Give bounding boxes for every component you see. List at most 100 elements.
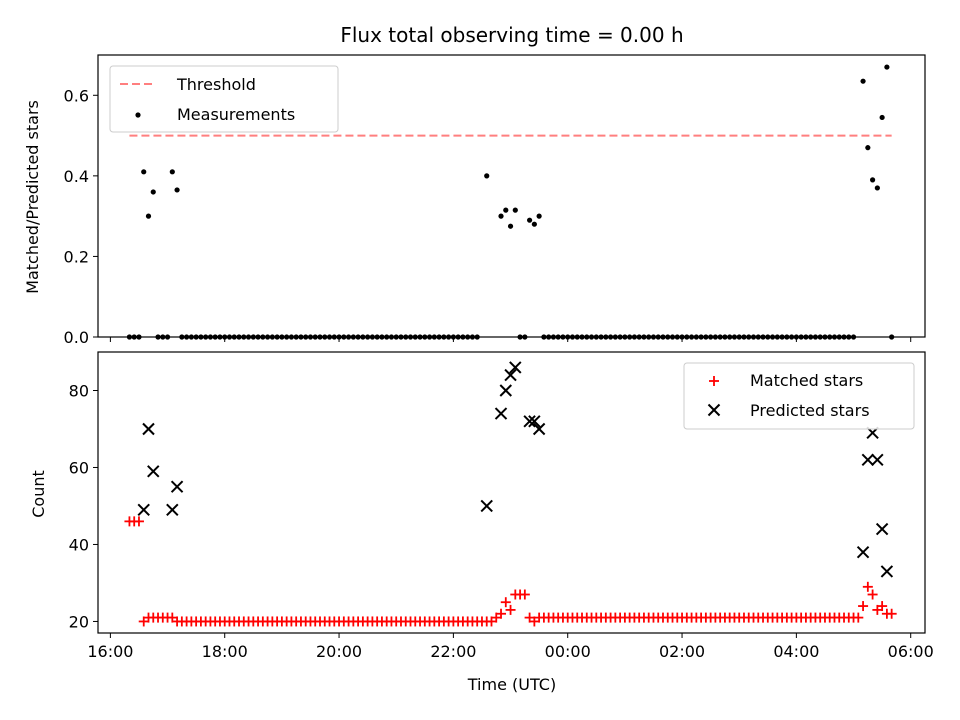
measurement-point [226, 334, 233, 340]
measurement-point [317, 334, 323, 340]
measurement-point [145, 213, 152, 219]
measurement-point [241, 334, 247, 340]
measurement-point [750, 334, 757, 340]
measurement-point [388, 334, 395, 340]
measurement-point [765, 334, 771, 340]
x-b [137, 503, 150, 517]
legend-box [109, 65, 339, 133]
measurement-point [412, 334, 418, 340]
predicted-star-point [861, 453, 875, 466]
x-b [871, 453, 884, 466]
x-b [480, 499, 493, 513]
measurement-point [584, 334, 590, 340]
measurement-point [184, 334, 190, 340]
measurement-point [498, 213, 504, 219]
x-b [528, 415, 541, 428]
y-tick-label: 0.0 [64, 328, 89, 347]
measurement-point [760, 334, 766, 340]
measurement-point [674, 334, 680, 340]
measurement-point [693, 334, 699, 340]
measurement-point [350, 334, 356, 340]
x-b [147, 465, 160, 478]
measurement-point [812, 334, 819, 340]
legend-matched-label: Matched stars [750, 371, 863, 390]
predicted-star-point [532, 422, 546, 436]
measurement-point [688, 334, 695, 340]
measurement-point [507, 223, 514, 229]
measurement-point [669, 334, 676, 340]
measurement-point [679, 334, 685, 340]
measurement-point [769, 334, 776, 340]
legend-threshold-label: Threshold [176, 75, 256, 94]
measurement-point [217, 334, 223, 340]
measurement-point [407, 334, 414, 340]
measurement-point [631, 334, 638, 340]
measurement-point [565, 334, 571, 340]
measurement-point [860, 78, 866, 84]
y-tick-label: 40 [69, 535, 89, 554]
measurement-point [465, 334, 471, 340]
y-tick-label: 60 [69, 458, 89, 477]
measurement-point [522, 334, 528, 340]
measurement-point [450, 334, 456, 340]
predicted-star-point [147, 465, 160, 478]
measurement-point [703, 334, 709, 340]
measurement-point [274, 334, 280, 340]
x-tick-label: 04:00 [773, 642, 819, 661]
measurement-point [731, 334, 738, 340]
measurement-point [155, 334, 161, 340]
measurement-point [236, 334, 242, 340]
measurement-point [312, 334, 318, 340]
measurement-point [250, 334, 256, 340]
bottom-y-axis-label: Count [29, 470, 48, 518]
x-b [532, 422, 546, 436]
x-tick-label: 20:00 [316, 642, 362, 661]
measurement-point [279, 334, 285, 340]
measurement-point [322, 334, 328, 340]
measurement-point [869, 177, 876, 183]
measurement-point [355, 334, 361, 340]
measurement-point [579, 334, 585, 340]
measurement-point [150, 189, 156, 195]
measurement-point [426, 334, 433, 340]
measurement-point [417, 334, 423, 340]
measurement-point [588, 334, 595, 340]
legend-measurements-label: Measurements [177, 105, 295, 124]
matched-star-point [862, 581, 873, 592]
measurement-point [136, 334, 142, 340]
measurement-point [827, 334, 833, 340]
matched-star-point [886, 608, 897, 619]
x-b [875, 522, 889, 536]
x-b [504, 368, 517, 382]
measurement-point [646, 334, 652, 340]
measurement-point [336, 334, 342, 340]
measurement-point [612, 334, 618, 340]
measurement-point [512, 207, 518, 213]
x-b [523, 415, 536, 428]
top-panel: 0.0 0.2 0.4 0.6 Threshold Measurements [64, 54, 926, 347]
measurement-point [260, 334, 266, 340]
measurement-point [469, 334, 476, 340]
measurement-point [141, 169, 147, 175]
measurement-point [574, 334, 580, 340]
measurement-point [245, 334, 252, 340]
measurement-point [169, 169, 175, 175]
x-b [494, 407, 508, 420]
measurement-point [303, 334, 309, 340]
measurement-point [555, 334, 561, 340]
measurement-point [736, 334, 742, 340]
measurement-point [569, 334, 576, 340]
measurement-point [598, 334, 604, 340]
bottom-panel: 16:00 18:00 20:00 22:00 00:00 02:00 04:00 06:00… [69, 351, 934, 661]
legend-measurements-swatch [135, 112, 141, 118]
measurement-point [341, 334, 347, 340]
predicted-star-point [504, 368, 517, 382]
measurement-point [774, 334, 780, 340]
measurement-point [374, 334, 380, 340]
y-tick-label: 0.2 [64, 247, 89, 266]
measurement-point [484, 173, 490, 179]
measurement-point [793, 334, 799, 340]
predicted-star-point [142, 422, 155, 436]
measurement-point [607, 334, 614, 340]
